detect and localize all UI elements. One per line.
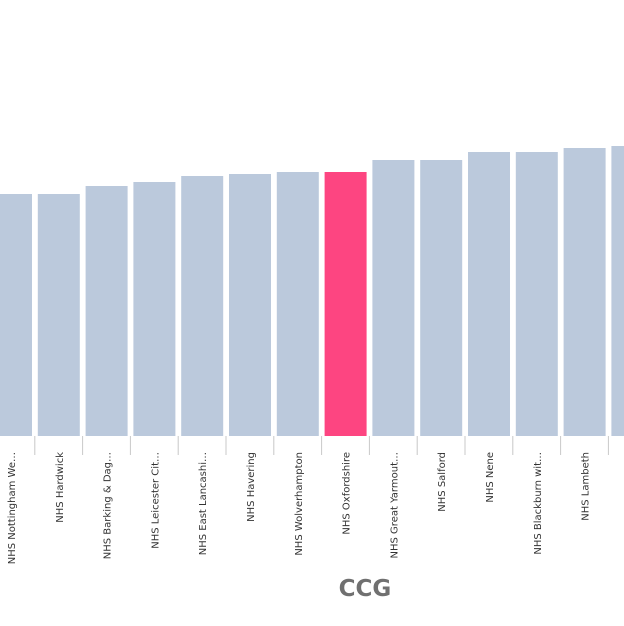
x-tick-label-5: NHS Havering xyxy=(246,452,257,522)
bar-12[interactable] xyxy=(563,148,606,436)
x-tick-label-0: NHS Nottingham We… xyxy=(7,452,18,564)
bar-3[interactable] xyxy=(133,182,176,436)
x-tick-label-8: NHS Great Yarmout… xyxy=(389,452,400,558)
x-tick-label-4: NHS East Lancashi… xyxy=(198,452,209,555)
x-tick-label-11: NHS Blackburn wit… xyxy=(533,452,544,555)
x-ticks-group xyxy=(34,436,609,455)
bar-9[interactable] xyxy=(420,160,463,436)
bar-4[interactable] xyxy=(181,176,224,436)
bar-13[interactable] xyxy=(611,146,624,436)
bar-11[interactable] xyxy=(515,152,558,436)
bars-group xyxy=(0,146,624,436)
x-tick-label-12: NHS Lambeth xyxy=(581,452,592,521)
bar-10[interactable] xyxy=(468,152,510,436)
bar-8[interactable] xyxy=(372,160,415,436)
x-axis-title: CCG xyxy=(338,576,392,602)
bar-0[interactable] xyxy=(0,194,32,436)
x-tick-label-6: NHS Wolverhampton xyxy=(294,452,305,556)
bar-5[interactable] xyxy=(229,174,271,436)
bar-6[interactable] xyxy=(276,172,319,436)
bar-2[interactable] xyxy=(85,186,128,436)
x-tick-label-10: NHS Nene xyxy=(485,452,496,503)
bar-7[interactable] xyxy=(324,172,367,436)
x-tick-label-9: NHS Salford xyxy=(437,452,448,512)
x-tick-label-1: NHS Hardwick xyxy=(55,452,66,523)
x-tick-label-3: NHS Leicester Cit… xyxy=(150,452,161,549)
bar-1[interactable] xyxy=(37,194,80,436)
x-tick-label-7: NHS Oxfordshire xyxy=(342,452,353,535)
x-tick-label-2: NHS Barking & Dag… xyxy=(103,452,114,559)
x-tick-labels-group: NHS Nottingham We… NHS Hardwick NHS Barkin… xyxy=(7,452,592,564)
